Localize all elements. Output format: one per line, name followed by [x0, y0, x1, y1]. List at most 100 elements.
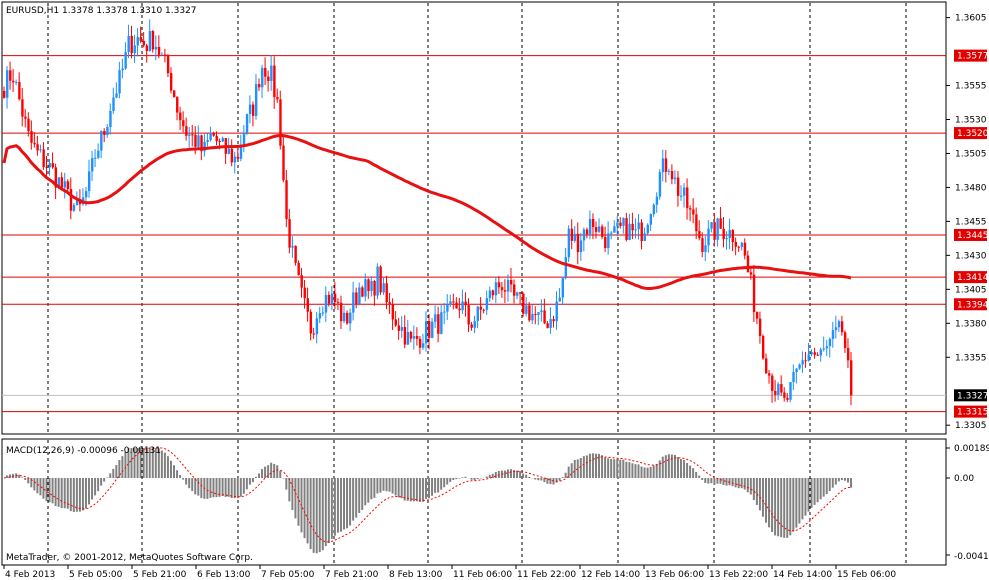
candle-body	[428, 321, 431, 338]
candle-body	[39, 149, 42, 151]
candle-body	[591, 218, 595, 228]
price-axis-label: 1.3505	[955, 149, 987, 159]
candle-body	[850, 360, 853, 396]
candle-body	[121, 68, 124, 71]
candle-body	[570, 228, 574, 241]
time-label: 7 Feb 05:00	[261, 570, 315, 580]
price-axis: 1.3605 1.3555 1.3530 1.3505 1.3480 1.3455 1.34…	[946, 14, 987, 431]
candle-body	[634, 229, 637, 231]
candle-body	[552, 319, 555, 322]
candle-body	[361, 287, 364, 297]
candle-body	[771, 375, 774, 391]
candle-body	[333, 293, 337, 303]
candle-body	[154, 46, 158, 50]
candle-body	[509, 280, 513, 285]
candle-body	[519, 292, 522, 294]
candle-body	[94, 157, 97, 159]
candle-body	[840, 321, 844, 333]
candle-body	[598, 226, 601, 232]
candle-body	[555, 301, 558, 322]
candle-body	[843, 332, 847, 348]
level-tag	[954, 405, 987, 418]
candle-body	[339, 302, 343, 322]
candle-body	[516, 292, 519, 296]
candle-body	[106, 126, 109, 135]
chart-info-label: EURUSD,H1 1.3378 1.3378 1.3310 1.3327	[6, 6, 197, 16]
candle-body	[63, 181, 67, 188]
candle-body	[267, 76, 270, 81]
candle-body	[273, 65, 276, 98]
candle-body	[294, 245, 297, 263]
candle-body	[136, 37, 139, 46]
candle-body	[479, 306, 483, 310]
candle-body	[191, 134, 194, 136]
candle-body	[352, 292, 355, 313]
candle-body	[798, 364, 801, 369]
price-axis-label: 1.3480	[955, 183, 987, 193]
candle-body	[382, 283, 385, 293]
candle-body	[379, 266, 382, 293]
price-axis-label: 1.3305	[955, 421, 987, 431]
candle-body	[88, 171, 91, 192]
candle-body	[285, 180, 288, 220]
candle-body	[443, 311, 446, 313]
candle-body	[491, 290, 495, 296]
candle-body	[18, 82, 21, 100]
candle-body	[561, 278, 564, 298]
candle-body	[279, 99, 282, 146]
candle-body	[804, 360, 807, 362]
candle-body	[151, 31, 155, 50]
candle-body	[145, 45, 149, 52]
candle-body	[576, 233, 580, 253]
candle-body	[573, 233, 577, 241]
candle-body	[236, 156, 240, 159]
candle-body	[497, 282, 501, 288]
candle-body	[367, 279, 370, 292]
candle-body	[743, 242, 747, 256]
candle-body	[828, 338, 832, 347]
candlestick-series[interactable]	[3, 19, 853, 406]
candle-body	[403, 327, 407, 345]
time-label: 11 Feb 06:00	[453, 570, 512, 580]
candle-body	[431, 321, 434, 338]
price-axis-label: 1.3605	[955, 14, 987, 24]
candle-body	[176, 97, 179, 113]
candle-body	[188, 134, 191, 136]
candle-body	[704, 245, 707, 252]
macd-scale-top: 0.00189	[954, 444, 989, 454]
candle-body	[303, 287, 306, 299]
time-label: 6 Feb 13:00	[197, 570, 251, 580]
candle-body	[686, 187, 689, 209]
candle-body	[458, 308, 461, 311]
candle-body	[415, 336, 419, 339]
candle-body	[774, 390, 777, 395]
candle-body	[130, 35, 133, 54]
candle-body	[658, 172, 662, 197]
candle-body	[251, 104, 255, 116]
candle-body	[264, 67, 267, 77]
copyright-label: MetaTrader, © 2001-2012, MetaQuotes Soft…	[6, 553, 253, 563]
candle-body	[169, 73, 173, 91]
time-label: 5 Feb 05:00	[69, 570, 123, 580]
candle-body	[233, 156, 237, 163]
candle-body	[51, 163, 54, 168]
candle-body	[242, 132, 246, 147]
candle-body	[716, 218, 719, 240]
candle-body	[567, 228, 571, 258]
candle-body	[746, 255, 750, 273]
candle-body	[652, 204, 656, 215]
candle-body	[9, 70, 12, 81]
candle-body	[506, 280, 510, 292]
candle-body	[142, 40, 146, 46]
candle-body	[166, 55, 170, 74]
level-tag-label: 1.3394	[957, 300, 989, 310]
candle-body	[670, 170, 674, 180]
candle-body	[48, 163, 51, 168]
candle-body	[616, 222, 619, 227]
candle-body	[60, 177, 64, 188]
price-axis-label: 1.3530	[955, 115, 987, 125]
candle-body	[24, 116, 27, 119]
candle-body	[543, 310, 546, 324]
candle-body	[607, 233, 610, 249]
